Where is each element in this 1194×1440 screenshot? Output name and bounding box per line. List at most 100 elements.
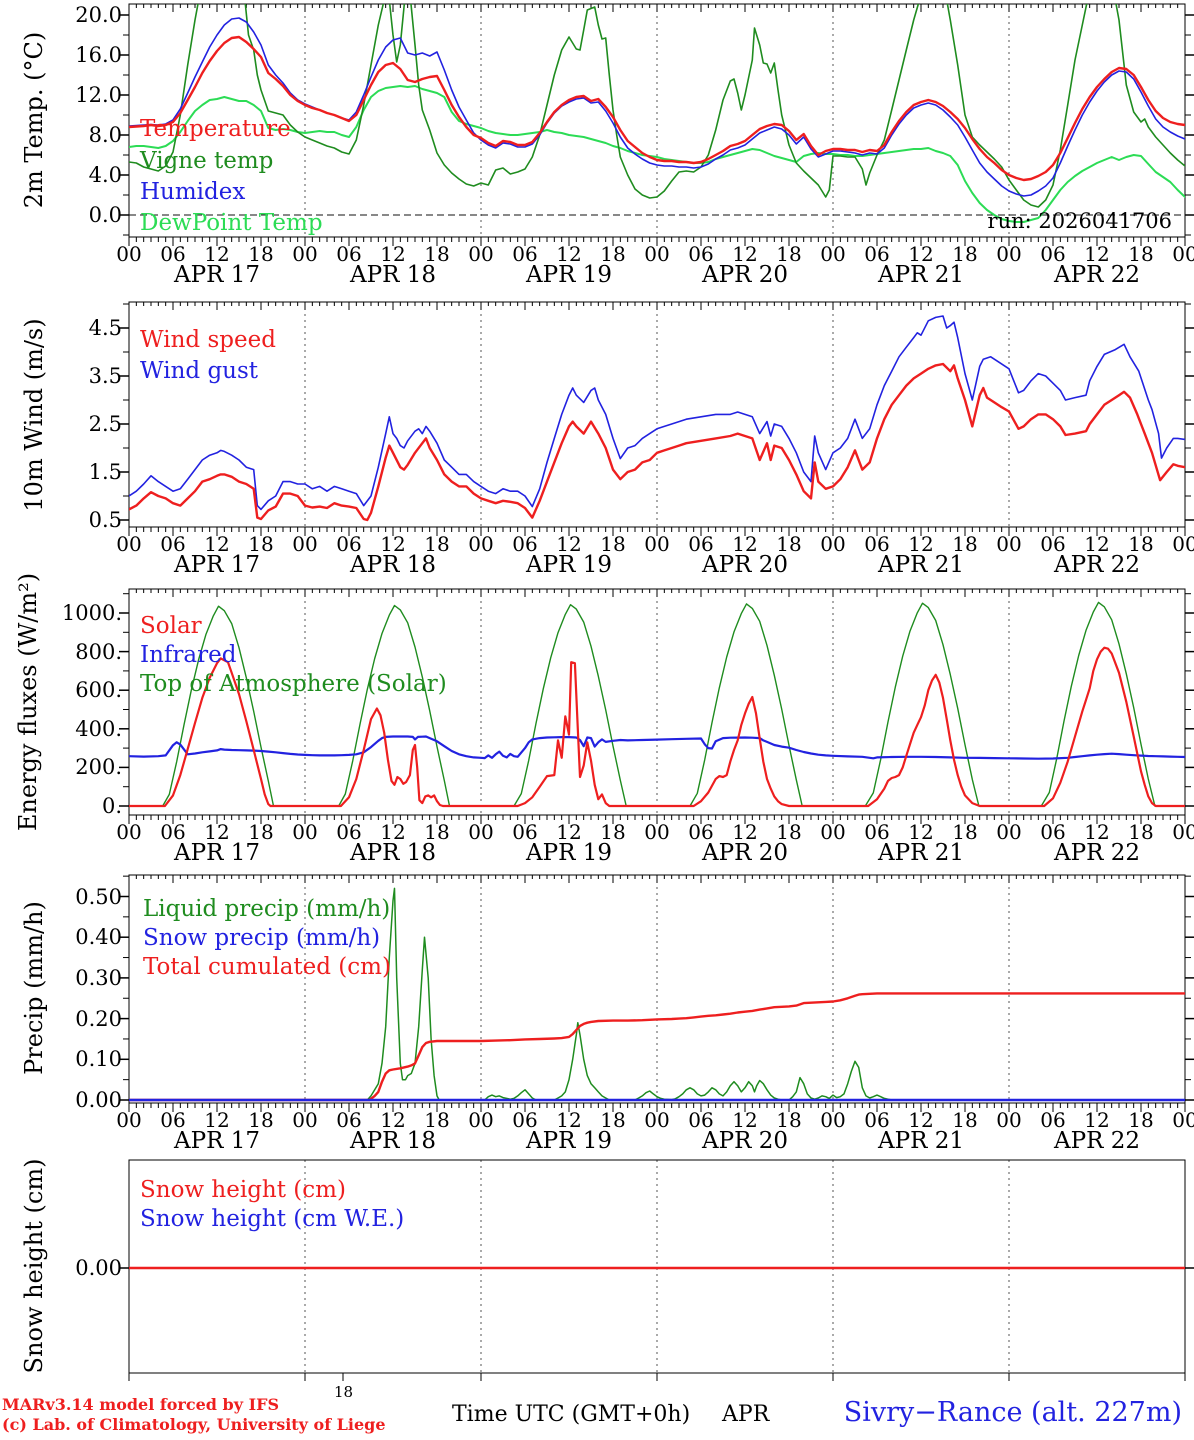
wind-axis-title: 10m Wind (m/s) (20, 318, 48, 512)
day-label: APR 20 (702, 552, 788, 578)
hour-tick-label: 00 (644, 532, 670, 556)
y-tick-label: 0.50 (75, 884, 122, 909)
hour-tick-label: 00 (292, 1108, 318, 1132)
hour-tick-label: 12 (556, 242, 582, 266)
legend-dewpoint-temp: DewPoint Temp (140, 210, 323, 236)
hour-tick-label: 12 (204, 1108, 230, 1132)
hour-tick-label: 00 (644, 1108, 670, 1132)
hour-tick-label: 12 (908, 820, 934, 844)
hour-tick-label: 00 (116, 242, 142, 266)
hour-tick-label: 12 (204, 532, 230, 556)
hour-tick-label: 18 (600, 532, 626, 556)
hour-tick-label: 00 (820, 820, 846, 844)
day-label: APR 22 (1054, 840, 1140, 866)
hour-tick-label: 18 (600, 1108, 626, 1132)
hour-tick-label: 06 (160, 532, 186, 556)
hour-tick-label: 12 (380, 1108, 406, 1132)
hour-tick-label: 00 (820, 242, 846, 266)
hour-tick-label: 00 (292, 532, 318, 556)
y-tick-label: 0.00 (75, 1088, 122, 1112)
hour-tick-label: 06 (160, 820, 186, 844)
hour-tick-label: 00 (116, 820, 142, 844)
hour-tick-label: 18 (952, 532, 978, 556)
legend-vigne-temp: Vigne temp (140, 148, 274, 174)
series-solar (129, 646, 1185, 808)
hour-tick-label: 00 (116, 1108, 142, 1132)
legend-wind-gust: Wind gust (140, 358, 259, 384)
hour-tick-label: 18 (248, 242, 274, 266)
y-tick-label: 4.5 (88, 316, 122, 340)
y-tick-label: 16.0 (75, 43, 122, 67)
y-tick-label: 0.5 (88, 508, 122, 532)
hour-tick-label: 12 (1084, 1108, 1110, 1132)
y-tick-label: 0. (101, 794, 122, 818)
hour-tick-label: 06 (512, 532, 538, 556)
day-label: APR 22 (1054, 262, 1140, 288)
hour-tick-label: 00 (116, 532, 142, 556)
day-label: APR 18 (350, 1128, 436, 1154)
footer-stray-tick-label: 18 (334, 1383, 354, 1401)
hour-tick-label: 06 (512, 820, 538, 844)
hour-tick-label: 00 (1172, 532, 1194, 556)
hour-tick-label: 00 (468, 820, 494, 844)
hour-tick-label: 12 (908, 242, 934, 266)
hour-tick-label: 12 (204, 820, 230, 844)
hour-tick-label: 18 (600, 820, 626, 844)
temp-axis-title: 2m Temp. (°C) (20, 31, 48, 209)
hour-tick-label: 18 (600, 242, 626, 266)
y-tick-label: 0.30 (75, 965, 122, 990)
hour-tick-label: 18 (1128, 242, 1154, 266)
y-tick-label: 1.5 (88, 460, 122, 484)
series-dewpoint (129, 85, 1185, 223)
hour-tick-label: 12 (1084, 820, 1110, 844)
panel-solar (119, 588, 1194, 824)
hour-tick-label: 06 (160, 242, 186, 266)
hour-tick-label: 18 (776, 242, 802, 266)
panel-snow_height (119, 1159, 1194, 1381)
legend-total-cumulated-cm-: Total cumulated (cm) (143, 954, 391, 980)
y-tick-label: 0.0 (88, 203, 122, 227)
day-label: APR 17 (174, 840, 260, 866)
day-label: APR 20 (702, 262, 788, 288)
hour-tick-label: 06 (688, 1108, 714, 1132)
day-label: APR 21 (878, 552, 964, 578)
hour-tick-label: 18 (248, 1108, 274, 1132)
hour-tick-label: 06 (336, 820, 362, 844)
day-label: APR 19 (526, 262, 612, 288)
footer-month-label: APR (722, 1402, 770, 1427)
run-id-label: run: 2026041706 (987, 209, 1172, 233)
hour-tick-label: 18 (248, 532, 274, 556)
hour-tick-label: 00 (1172, 820, 1194, 844)
legend-snow-height-cm-w-e-: Snow height (cm W.E.) (140, 1206, 405, 1232)
series-temperature (129, 35, 1185, 182)
hour-tick-label: 06 (1040, 532, 1066, 556)
day-label: APR 20 (702, 1128, 788, 1154)
footer-lab-credit: (c) Lab. of Climatology, University of L… (2, 1415, 386, 1434)
hour-tick-label: 18 (776, 1108, 802, 1132)
day-label: APR 20 (702, 840, 788, 866)
footer-time-axis-label: Time UTC (GMT+0h) (452, 1402, 691, 1427)
series-infrared (129, 735, 1185, 760)
hour-tick-label: 06 (864, 532, 890, 556)
y-tick-label: 400. (75, 716, 122, 741)
hour-tick-label: 18 (776, 532, 802, 556)
y-tick-label: 12.0 (75, 83, 122, 107)
hour-tick-label: 06 (688, 242, 714, 266)
hour-tick-label: 06 (336, 1108, 362, 1132)
hour-tick-label: 12 (732, 242, 758, 266)
y-tick-label: 8.0 (88, 123, 122, 147)
hour-tick-label: 00 (468, 532, 494, 556)
y-tick-label: 2.5 (88, 412, 122, 436)
series-wind_gust (129, 315, 1185, 511)
hour-tick-label: 00 (292, 242, 318, 266)
hour-tick-label: 00 (468, 1108, 494, 1132)
hour-tick-label: 12 (204, 242, 230, 266)
hour-tick-label: 06 (864, 820, 890, 844)
legend-humidex: Humidex (140, 179, 246, 205)
hour-tick-label: 18 (424, 820, 450, 844)
legend-infrared: Infrared (140, 642, 237, 668)
hour-tick-label: 00 (820, 532, 846, 556)
day-label: APR 19 (526, 1128, 612, 1154)
hour-tick-label: 18 (1128, 820, 1154, 844)
